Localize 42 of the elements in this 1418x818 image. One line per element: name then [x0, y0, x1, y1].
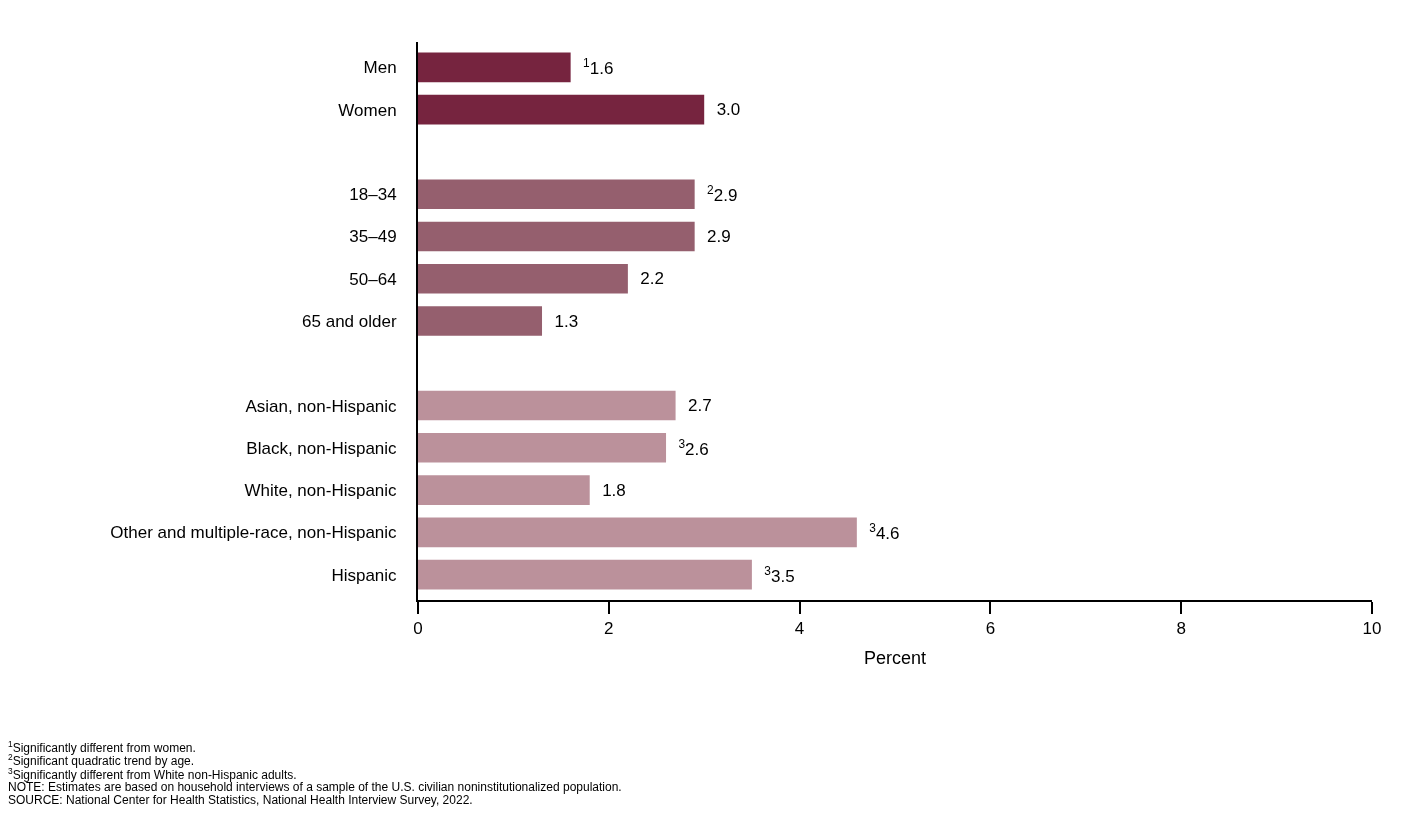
bar: [418, 221, 695, 252]
y-tick-label: 50–64: [349, 269, 397, 289]
bar: [418, 559, 752, 590]
y-tick-label: Hispanic: [331, 565, 398, 585]
bar: [418, 517, 857, 548]
bar: [418, 306, 543, 336]
x-tick-label: 8: [1176, 619, 1186, 639]
source-note: SOURCE: National Center for Health Statistics, National Health Interview Survey, 2022.: [8, 793, 473, 807]
data-label: 1.8: [592, 480, 626, 500]
y-tick-label: 35–49: [349, 227, 397, 247]
x-tick-label: 0: [413, 619, 423, 639]
data-label: 3.0: [707, 100, 741, 120]
y-tick-label: Men: [363, 58, 397, 78]
y-tick-label: Asian, non-Hispanic: [245, 396, 398, 416]
x-tick-label: 4: [794, 619, 805, 639]
data-label: $^{2}$2.9: [697, 183, 738, 206]
y-tick-label: White, non-Hispanic: [244, 481, 398, 501]
bar: [418, 390, 676, 421]
x-tick-label: 10: [1362, 619, 1382, 639]
bar: [418, 475, 590, 505]
data-label: $^{3}$4.6: [859, 521, 900, 544]
data-label: 2.2: [630, 269, 664, 289]
y-tick-label: 65 and older: [302, 311, 397, 331]
data-label: $^{1}$1.6: [573, 56, 614, 79]
text: NOTE: Estimates are based on household interviews of a sample of the U.S. civilian noninstitutionalized population.: [8, 780, 622, 794]
data-label: $^{3}$2.6: [669, 436, 709, 459]
data-label: 2.9: [697, 226, 731, 246]
bar: [418, 94, 705, 125]
y-tick-label: Other and multiple-race, non-Hispanic: [110, 523, 398, 543]
x-tick-label: 6: [985, 619, 996, 639]
x-tick-label: 2: [604, 619, 614, 639]
bar: [418, 179, 695, 209]
x-axis-title: Percent: [863, 648, 927, 668]
data-label: 2.7: [678, 396, 712, 416]
y-tick-label: 18–34: [349, 185, 397, 205]
y-tick-label: Women: [338, 100, 397, 120]
bar: [418, 433, 667, 463]
data-label: $^{3}$3.5: [754, 563, 795, 586]
bar: [418, 52, 571, 83]
y-tick-label: Black, non-Hispanic: [246, 438, 398, 458]
bar: [418, 263, 628, 294]
data-label: 1.3: [545, 311, 579, 331]
